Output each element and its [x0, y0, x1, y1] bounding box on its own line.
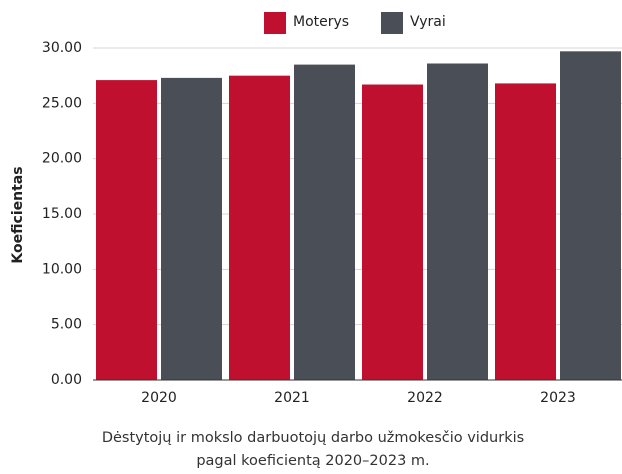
y-tick-label: 15.00 [42, 206, 82, 222]
legend-label: Vyrai [410, 14, 446, 30]
bar [96, 80, 157, 381]
legend-label: Moterys [293, 14, 349, 30]
legend-swatch [264, 12, 286, 34]
bar [427, 63, 488, 380]
y-tick-label: 25.00 [42, 95, 82, 111]
y-tick-label: 30.00 [42, 40, 82, 56]
bar [229, 75, 290, 381]
y-tick-label: 0.00 [51, 372, 82, 388]
x-tick-label: 2022 [407, 390, 443, 406]
bar [161, 77, 222, 380]
y-tick-label: 10.00 [42, 261, 82, 277]
bar [495, 83, 556, 380]
bar [294, 64, 355, 380]
legend-swatch [381, 12, 403, 34]
y-tick-label: 5.00 [51, 317, 82, 333]
y-axis-label: Koeficientas [10, 166, 26, 263]
caption: pagal koeficientą 2020–2023 m. [196, 453, 429, 469]
bar [560, 51, 621, 380]
y-tick-label: 20.00 [42, 151, 82, 167]
bar [362, 84, 423, 381]
x-tick-label: 2021 [274, 390, 310, 406]
x-tick-label: 2020 [141, 390, 177, 406]
x-tick-label: 2023 [540, 390, 576, 406]
caption: Dėstytojų ir mokslo darbuotojų darbo užm… [102, 430, 524, 446]
